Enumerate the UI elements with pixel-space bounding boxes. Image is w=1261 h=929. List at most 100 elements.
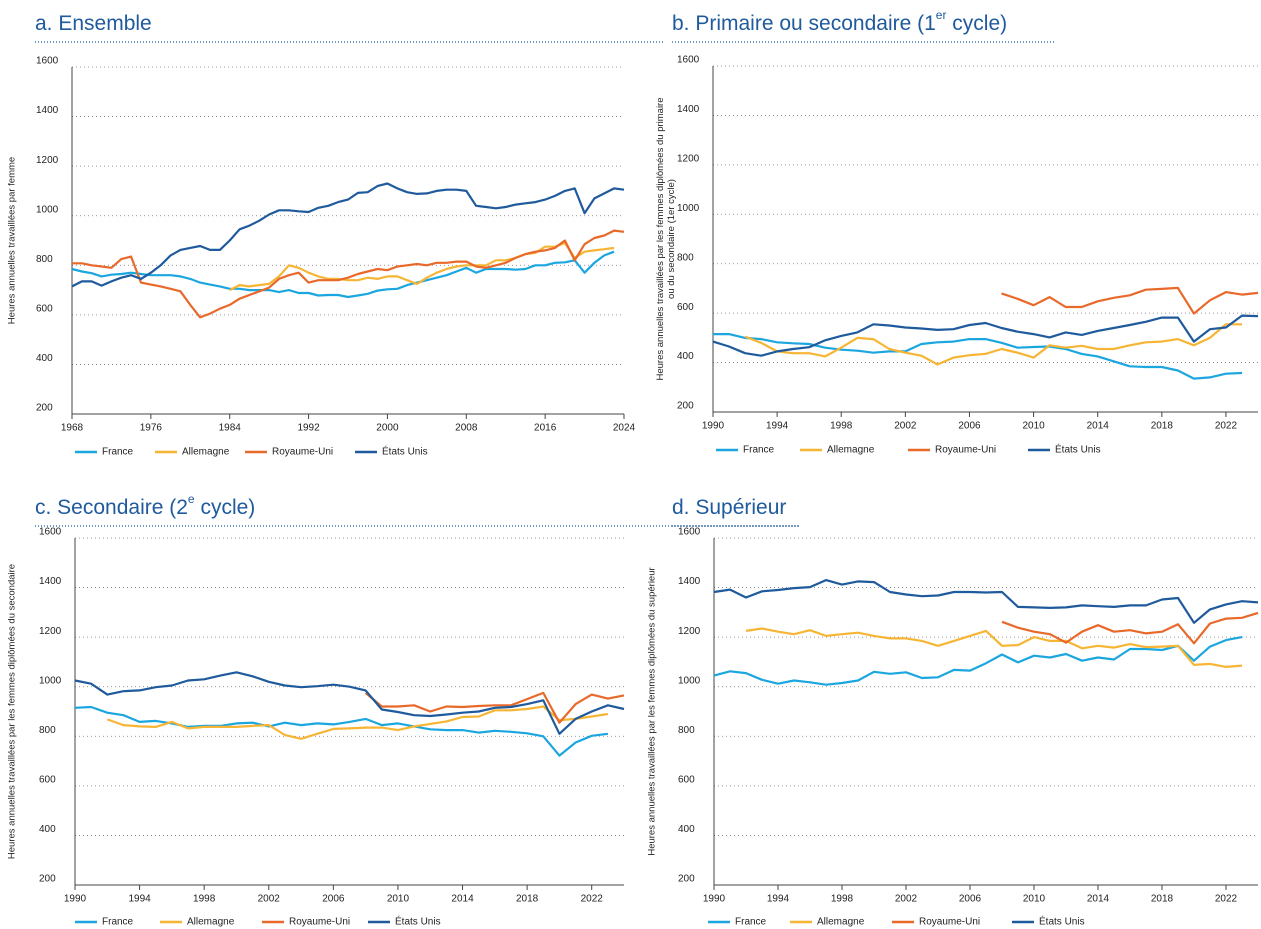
series-line — [713, 636, 1243, 686]
legend-label: France — [743, 445, 775, 456]
x-tick-label: 2002 — [258, 894, 281, 905]
y-tick-label: 1600 — [39, 527, 62, 538]
y-tick-label: 200 — [677, 401, 694, 412]
legend-label: Royaume-Uni — [272, 447, 333, 458]
legend-label: France — [735, 917, 767, 928]
series-line — [74, 705, 609, 757]
panel-title: a. Ensemble — [35, 12, 152, 35]
panel-title: b. Primaire ou secondaire (1er cycle) — [672, 8, 1007, 34]
y-tick-label: 200 — [36, 403, 53, 414]
x-tick-label: 2014 — [1087, 421, 1110, 432]
legend-label: États Unis — [395, 915, 441, 928]
x-tick-label: 2010 — [387, 894, 410, 905]
y-tick-label: 1200 — [677, 153, 700, 164]
series-line — [713, 333, 1243, 380]
y-tick-label: 600 — [36, 303, 53, 314]
legend-label: États Unis — [1055, 443, 1101, 456]
y-tick-label: 1400 — [36, 105, 59, 116]
y-tick-label: 800 — [678, 725, 695, 736]
title-text: b. Primaire ou secondaire (1 — [672, 12, 936, 35]
series-line — [72, 229, 625, 319]
series-line — [106, 705, 609, 740]
x-tick-label: 1998 — [830, 421, 853, 432]
series-line — [364, 691, 625, 724]
title-superscript: er — [936, 8, 947, 22]
x-tick-label: 2014 — [451, 894, 474, 905]
x-tick-label: 1998 — [193, 894, 216, 905]
legend-label: Royaume-Uni — [935, 445, 996, 456]
y-tick-label: 1600 — [677, 55, 700, 66]
series-line — [745, 627, 1243, 668]
series-line — [1001, 286, 1259, 315]
x-tick-label: 1968 — [61, 423, 84, 434]
x-tick-label: 2022 — [1215, 894, 1238, 905]
title-text: cycle) — [946, 12, 1007, 35]
y-tick-label: 1400 — [678, 576, 701, 587]
x-tick-label: 2024 — [613, 423, 636, 434]
legend-label: France — [102, 917, 134, 928]
y-tick-label: 800 — [677, 252, 694, 263]
x-tick-label: 2008 — [455, 423, 478, 434]
series-line — [71, 250, 615, 299]
legend-label: Allemagne — [827, 445, 875, 456]
series-line — [71, 182, 625, 288]
title-text: a. Ensemble — [35, 12, 152, 35]
y-tick-label: 1600 — [36, 56, 59, 67]
y-axis-label: Heures annuelles travaillées par femme — [7, 157, 18, 324]
x-tick-label: 2006 — [958, 421, 981, 432]
panel-title: c. Secondaire (2e cycle) — [35, 492, 255, 518]
y-tick-label: 400 — [36, 353, 53, 364]
legend-label: États Unis — [1039, 915, 1085, 928]
x-tick-label: 1998 — [831, 894, 854, 905]
x-tick-label: 2014 — [1087, 894, 1110, 905]
y-tick-label: 800 — [36, 254, 53, 265]
y-tick-label: 600 — [39, 774, 56, 785]
x-tick-label: 2010 — [1022, 421, 1045, 432]
x-tick-label: 1990 — [702, 421, 725, 432]
legend-label: Allemagne — [187, 917, 235, 928]
legend-label: Allemagne — [182, 447, 230, 458]
legend-label: France — [102, 447, 134, 458]
panel-title: d. Supérieur — [672, 496, 786, 519]
x-tick-label: 1994 — [128, 894, 151, 905]
y-tick-label: 1400 — [39, 576, 62, 587]
series-line — [74, 671, 625, 735]
x-tick-label: 2022 — [1215, 421, 1238, 432]
x-tick-label: 1994 — [766, 421, 789, 432]
y-tick-label: 1200 — [678, 626, 701, 637]
title-text: c. Secondaire (2 — [35, 496, 188, 519]
x-tick-label: 1994 — [767, 894, 790, 905]
x-tick-label: 2010 — [1023, 894, 1046, 905]
x-tick-label: 2002 — [894, 421, 917, 432]
y-tick-label: 1000 — [677, 203, 700, 214]
y-axis-label: ou du secondaire (1er cycle) — [666, 179, 677, 299]
x-tick-label: 1990 — [703, 894, 726, 905]
y-tick-label: 1000 — [39, 675, 62, 686]
y-tick-label: 1200 — [36, 155, 59, 166]
y-tick-label: 1600 — [678, 527, 701, 538]
y-tick-label: 400 — [39, 824, 56, 835]
x-tick-label: 2006 — [959, 894, 982, 905]
legend-label: Allemagne — [817, 917, 865, 928]
legend-label: Royaume-Uni — [289, 917, 350, 928]
x-tick-label: 2022 — [581, 894, 604, 905]
x-tick-label: 2000 — [376, 423, 399, 434]
y-tick-label: 600 — [678, 774, 695, 785]
x-tick-label: 2006 — [322, 894, 345, 905]
y-tick-label: 1400 — [677, 104, 700, 115]
y-tick-label: 600 — [677, 302, 694, 313]
x-tick-label: 2018 — [516, 894, 539, 905]
legend-label: États Unis — [382, 445, 428, 458]
x-tick-label: 2016 — [534, 423, 557, 434]
y-axis-label: Heures annuelles travaillées par les fem… — [655, 97, 666, 380]
y-axis-label: Heures annuelles travaillées par les fem… — [7, 564, 18, 859]
series-line — [1001, 611, 1259, 645]
y-tick-label: 400 — [678, 824, 695, 835]
y-tick-label: 1200 — [39, 626, 62, 637]
y-tick-label: 200 — [39, 874, 56, 885]
title-text: cycle) — [195, 496, 256, 519]
series-line — [229, 241, 615, 292]
y-tick-label: 1000 — [36, 204, 59, 215]
